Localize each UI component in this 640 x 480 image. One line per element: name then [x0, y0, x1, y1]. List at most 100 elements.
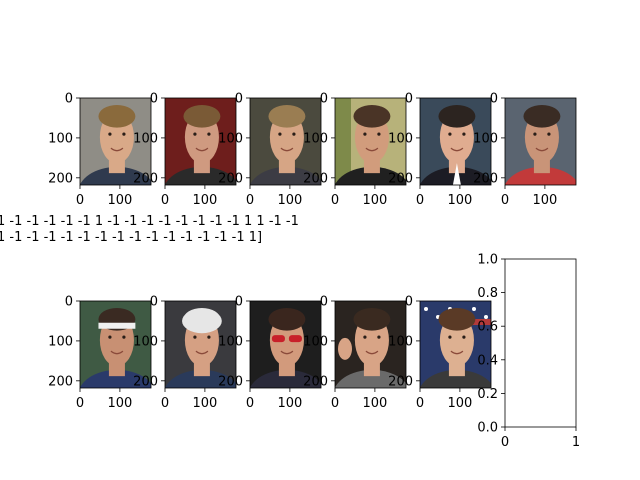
- hair: [98, 104, 136, 128]
- y-tick-label: 200: [388, 171, 413, 186]
- mouth: [195, 147, 209, 152]
- y-tick-label: 1.0: [477, 253, 498, 268]
- shoulders: [80, 166, 151, 185]
- subplot-7: 0 100 0 100 200: [48, 295, 152, 411]
- mouth: [450, 147, 464, 152]
- hair: [268, 307, 306, 331]
- subplot-8: 0 100 0 100 200: [133, 295, 237, 411]
- y-tick-label: 200: [48, 374, 73, 389]
- x-tick-label: 0: [246, 193, 254, 208]
- subplot-5: 0 100 0 100 200: [388, 92, 492, 208]
- sunglasses-right: [288, 335, 302, 343]
- portrait-image: [505, 98, 576, 185]
- portrait-image: [165, 98, 236, 185]
- x-tick-label: 0: [501, 193, 509, 208]
- mouth: [195, 350, 209, 355]
- subplot-10: 0 100 0 100 200: [303, 295, 407, 411]
- sunglasses-left: [271, 335, 285, 343]
- portrait-image: [165, 301, 236, 388]
- y-tick-label: 0: [150, 92, 158, 107]
- y-tick-label: 100: [218, 334, 243, 349]
- axes-frame: [334, 97, 407, 186]
- x-tick-label: 100: [362, 396, 387, 411]
- y-tick-label: 0: [490, 92, 498, 107]
- x-tick-label: 1: [572, 435, 580, 450]
- y-tick-label: 200: [303, 374, 328, 389]
- y-tick-label: 0: [65, 295, 73, 310]
- y-tick-label: 200: [388, 374, 413, 389]
- axes-frame: [164, 97, 237, 186]
- shoulders: [505, 166, 576, 185]
- x-tick-label: 0: [246, 396, 254, 411]
- flag-stripe: [470, 319, 491, 325]
- flag-star: [472, 307, 476, 311]
- y-tick-label: 100: [133, 334, 158, 349]
- y-tick-label: 0.0: [477, 421, 498, 436]
- headband: [98, 322, 136, 329]
- x-tick-label: 100: [192, 193, 217, 208]
- portrait-image: [335, 98, 406, 185]
- y-tick-label: 200: [48, 171, 73, 186]
- waving-hand: [338, 337, 352, 360]
- y-tick-label: 0: [235, 295, 243, 310]
- x-tick-label: 0: [76, 193, 84, 208]
- y-tick-label: 0: [405, 295, 413, 310]
- hair: [268, 104, 306, 128]
- shoulders: [335, 166, 406, 185]
- x-tick-label: 100: [192, 396, 217, 411]
- y-tick-label: 0: [235, 92, 243, 107]
- x-tick-label: 0: [331, 396, 339, 411]
- x-tick-label: 100: [107, 396, 132, 411]
- x-tick-label: 0: [501, 435, 509, 450]
- eye-left: [193, 132, 197, 136]
- shoulders: [165, 166, 236, 185]
- y-tick-label: 0: [320, 92, 328, 107]
- y-tick-label: 0: [405, 92, 413, 107]
- shoulders: [80, 369, 151, 388]
- y-tick-label: 200: [473, 171, 498, 186]
- eye-left: [448, 132, 452, 136]
- portrait-image: [80, 301, 151, 388]
- eye-left: [108, 132, 112, 136]
- foliage: [335, 98, 351, 185]
- y-tick-label: 200: [133, 374, 158, 389]
- shoulders: [250, 369, 321, 388]
- portrait-image: [80, 98, 151, 185]
- axes-frame: [79, 300, 152, 389]
- x-tick-label: 0: [161, 193, 169, 208]
- eye-left: [363, 335, 367, 339]
- y-tick-label: 100: [473, 131, 498, 146]
- portrait-image: [335, 301, 406, 388]
- cap: [182, 308, 222, 334]
- y-tick-label: 100: [133, 131, 158, 146]
- y-tick-label: 0.4: [477, 353, 498, 368]
- y-tick-label: 100: [303, 131, 328, 146]
- y-tick-label: 0.2: [477, 387, 498, 402]
- y-tick-label: 100: [388, 334, 413, 349]
- eye-right: [292, 132, 296, 136]
- eye-left: [533, 132, 537, 136]
- x-tick-label: 100: [362, 193, 387, 208]
- eye-right: [207, 335, 211, 339]
- eye-right: [122, 132, 126, 136]
- y-tick-label: 100: [48, 131, 73, 146]
- mouth: [280, 350, 294, 355]
- subplot-12: 0 1 0.0 0.2 0.4 0.6 0.8 1.0: [477, 253, 580, 451]
- x-tick-label: 100: [277, 396, 302, 411]
- y-tick-label: 0: [320, 295, 328, 310]
- x-tick-label: 0: [416, 396, 424, 411]
- hair: [438, 307, 476, 331]
- hair: [438, 104, 476, 128]
- y-tick-label: 200: [218, 171, 243, 186]
- hair: [523, 104, 561, 128]
- subplot-6: 0 100 0 100 200: [473, 92, 577, 208]
- x-tick-label: 0: [331, 193, 339, 208]
- hair: [183, 104, 221, 128]
- shoulders: [165, 369, 236, 388]
- eye-left: [448, 335, 452, 339]
- eye-right: [122, 335, 126, 339]
- x-tick-label: 0: [161, 396, 169, 411]
- x-tick-label: 0: [416, 193, 424, 208]
- mouth: [110, 350, 124, 355]
